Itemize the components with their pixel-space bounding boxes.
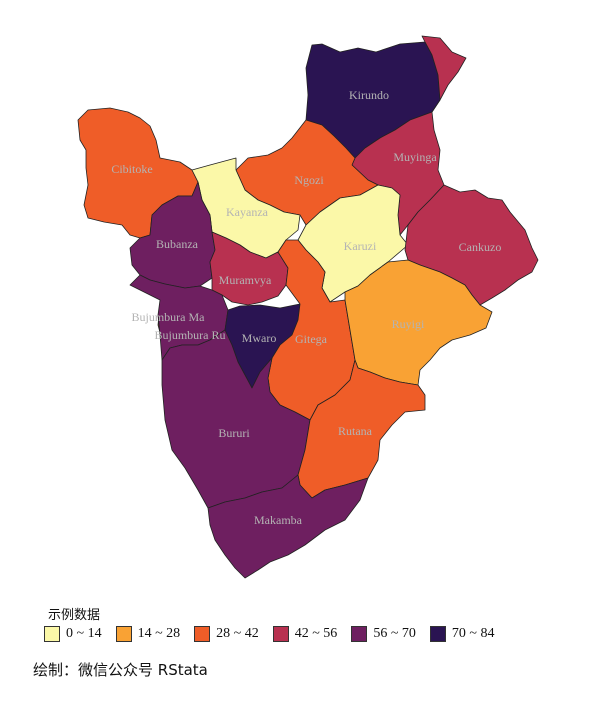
region-label-muyinga: Muyinga (393, 150, 437, 164)
region-label-bubanza: Bubanza (156, 237, 199, 251)
legend-item: 70 ~ 84 (429, 626, 495, 642)
region-label-bujumbura-rural: Bujumbura Ru (155, 328, 226, 342)
region-label-bujumbura-mairie: Bujumbura Ma (132, 310, 206, 324)
legend-swatch (194, 626, 211, 642)
region-makamba (207, 474, 369, 579)
legend-title: 示例数据 (48, 608, 101, 623)
legend-item: 56 ~ 70 (351, 626, 416, 642)
legend-label: 56 ~ 70 (373, 626, 416, 641)
legend-item: 14 ~ 28 (115, 626, 181, 642)
legend: 示例数据 0 ~ 14 14 ~ 28 28 ~ 42 42 ~ 56 56 ~… (44, 600, 604, 652)
region-label-cibitoke: Cibitoke (111, 162, 152, 176)
legend-label: 42 ~ 56 (294, 626, 338, 641)
region-label-mwaro: Mwaro (242, 331, 277, 345)
legend-label: 28 ~ 42 (216, 626, 259, 641)
region-muramvya (209, 231, 289, 306)
legend-swatch (44, 626, 60, 642)
caption: 绘制：微信公众号 RStata (33, 661, 208, 679)
burundi-choropleth-map: Kirundo Muyinga Ngozi Cibitoke Kayanza Karuzi… (77, 35, 539, 579)
region-bururi (161, 329, 311, 509)
region-label-kayanza: Kayanza (226, 205, 269, 219)
region-label-karuzi: Karuzi (344, 239, 377, 253)
region-label-makamba: Makamba (254, 513, 303, 527)
legend-label: 14 ~ 28 (137, 626, 181, 641)
legend-item: 0 ~ 14 (44, 626, 102, 642)
legend-swatch (115, 626, 132, 642)
region-label-rutana: Rutana (338, 424, 373, 438)
legend-swatch (272, 626, 289, 642)
legend-item: 42 ~ 56 (272, 626, 338, 642)
region-label-ruyigi: Ruyigi (392, 317, 425, 331)
region-label-bururi: Bururi (218, 426, 250, 440)
region-label-gitega: Gitega (295, 332, 328, 346)
legend-items: 0 ~ 14 14 ~ 28 28 ~ 42 42 ~ 56 56 ~ 70 7… (44, 626, 508, 642)
legend-swatch (351, 626, 368, 642)
region-label-muramvya: Muramvya (219, 273, 272, 287)
legend-swatch (429, 626, 446, 642)
region-label-cankuzo: Cankuzo (459, 240, 502, 254)
legend-label: 70 ~ 84 (451, 626, 495, 641)
region-label-kirundo: Kirundo (349, 88, 389, 102)
legend-item: 28 ~ 42 (194, 626, 259, 642)
region-label-ngozi: Ngozi (294, 173, 324, 187)
legend-label: 0 ~ 14 (66, 626, 102, 641)
